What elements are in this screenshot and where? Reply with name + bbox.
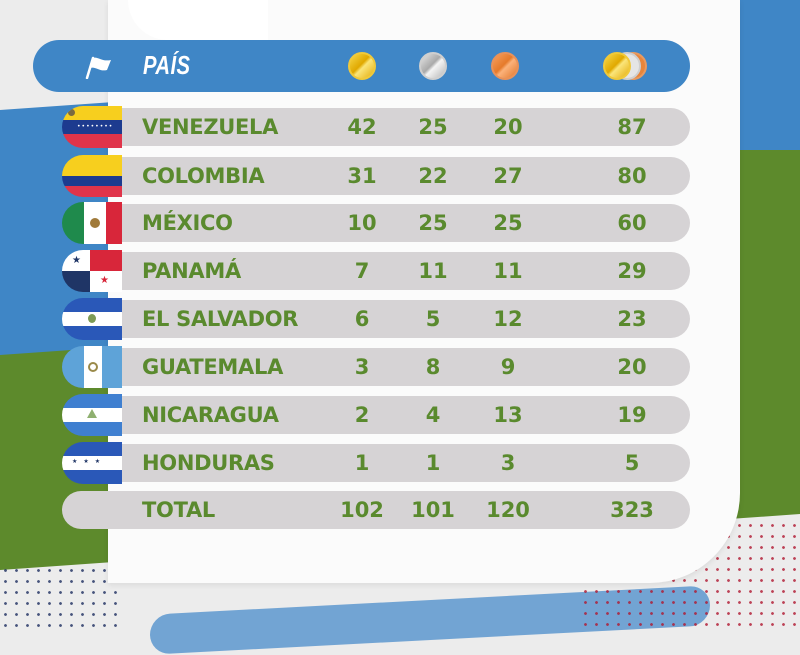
- country-name: MÉXICO: [142, 211, 233, 235]
- silver-count: 8: [425, 355, 441, 379]
- total-label: TOTAL: [142, 498, 216, 522]
- table-row: •••••••• VENEZUELA 42 25 20 87: [62, 106, 690, 148]
- gold-count: 2: [354, 403, 370, 427]
- background-green-stripe-right: [740, 150, 800, 325]
- venezuela-flag-icon: ••••••••: [62, 106, 122, 148]
- silver-total: 101: [411, 498, 455, 522]
- gold-count: 7: [354, 259, 370, 283]
- gold-count: 10: [347, 211, 377, 235]
- bronze-count: 25: [493, 211, 523, 235]
- colombia-flag-icon: [62, 155, 122, 197]
- country-column-header: PAÍS: [143, 50, 191, 80]
- country-name: COLOMBIA: [142, 164, 265, 188]
- silver-count: 25: [418, 115, 448, 139]
- mexico-flag-icon: [62, 202, 122, 244]
- table-row: ★★★ HONDURAS 1 1 3 5: [62, 442, 690, 484]
- bronze-count: 11: [493, 259, 523, 283]
- panama-flag-icon: ★ ★: [62, 250, 122, 292]
- silver-count: 11: [418, 259, 448, 283]
- silver-count: 4: [425, 403, 441, 427]
- gold-count: 42: [347, 115, 377, 139]
- silver-count: 5: [425, 307, 441, 331]
- table-row: ★ ★ PANAMÁ 7 11 11 29: [62, 250, 690, 292]
- table-row: EL SALVADOR 6 5 12 23: [62, 298, 690, 340]
- bronze-count: 3: [500, 451, 516, 475]
- total-medals-icon: [603, 52, 653, 80]
- total-count: 20: [617, 355, 647, 379]
- total-count: 5: [624, 451, 640, 475]
- background-blue-stripe-right: [740, 0, 800, 95]
- country-name: VENEZUELA: [142, 115, 279, 139]
- grand-total: 323: [610, 498, 654, 522]
- bronze-medal-icon: [491, 52, 519, 80]
- background-navy-dots: [0, 565, 120, 629]
- silver-count: 1: [425, 451, 441, 475]
- el-salvador-flag-icon: [62, 298, 122, 340]
- total-count: 29: [617, 259, 647, 283]
- bronze-count: 13: [493, 403, 523, 427]
- total-count: 87: [617, 115, 647, 139]
- country-name: PANAMÁ: [142, 259, 241, 283]
- gold-count: 1: [354, 451, 370, 475]
- table-row: NICARAGUA 2 4 13 19: [62, 394, 690, 436]
- total-count: 19: [617, 403, 647, 427]
- guatemala-flag-icon: [62, 346, 122, 388]
- total-row: TOTAL 102 101 120 323: [62, 491, 690, 529]
- country-name: GUATEMALA: [142, 355, 284, 379]
- gold-medal-icon: [348, 52, 376, 80]
- country-name: HONDURAS: [142, 451, 275, 475]
- table-row: MÉXICO 10 25 25 60: [62, 202, 690, 244]
- silver-count: 22: [418, 164, 448, 188]
- total-count: 60: [617, 211, 647, 235]
- country-name: EL SALVADOR: [142, 307, 299, 331]
- gold-count: 6: [354, 307, 370, 331]
- total-count: 23: [617, 307, 647, 331]
- silver-medal-icon: [419, 52, 447, 80]
- silver-count: 25: [418, 211, 448, 235]
- nicaragua-flag-icon: [62, 394, 122, 436]
- gold-total: 102: [340, 498, 384, 522]
- bronze-total: 120: [486, 498, 530, 522]
- bronze-count: 12: [493, 307, 523, 331]
- country-name: NICARAGUA: [142, 403, 279, 427]
- gold-count: 3: [354, 355, 370, 379]
- bronze-count: 9: [500, 355, 516, 379]
- bronze-count: 27: [493, 164, 523, 188]
- total-count: 80: [617, 164, 647, 188]
- gold-count: 31: [347, 164, 377, 188]
- table-row: GUATEMALA 3 8 9 20: [62, 346, 690, 388]
- medal-table-card: [108, 0, 740, 583]
- bronze-count: 20: [493, 115, 523, 139]
- honduras-flag-icon: ★★★: [62, 442, 122, 484]
- flag-icon: [85, 56, 111, 79]
- table-row: COLOMBIA 31 22 27 80: [62, 155, 690, 197]
